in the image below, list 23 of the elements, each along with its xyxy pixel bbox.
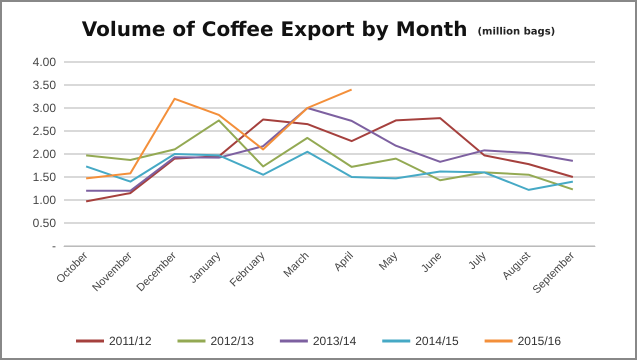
legend-label: 2015/16 (518, 334, 562, 348)
x-tick-label: May (376, 249, 400, 273)
legend-label: 2011/12 (109, 334, 152, 348)
y-tick-label: 2.00 (32, 147, 56, 161)
x-tick-label: July (466, 249, 489, 272)
line-series (85, 107, 574, 192)
line-series (85, 117, 574, 202)
chart-title: Volume of Coffee Export by Month (82, 17, 468, 41)
y-tick-label: 4.00 (32, 55, 56, 69)
y-tick-label: 2.50 (32, 124, 56, 138)
line-series (85, 88, 353, 180)
y-tick-label: 3.50 (32, 78, 56, 92)
legend-label: 2014/15 (415, 334, 459, 348)
y-tick-label: 3.00 (32, 101, 56, 115)
y-tick-label: 0.50 (32, 216, 56, 230)
line-series (85, 150, 574, 191)
line-series (85, 119, 574, 190)
legend-label: 2013/14 (312, 334, 357, 348)
chart-subtitle: (million bags) (477, 26, 556, 38)
y-tick-label: - (52, 239, 56, 253)
y-tick-label: 1.00 (32, 193, 56, 207)
y-tick-label: 1.50 (32, 170, 56, 184)
legend-label: 2012/13 (210, 334, 254, 348)
